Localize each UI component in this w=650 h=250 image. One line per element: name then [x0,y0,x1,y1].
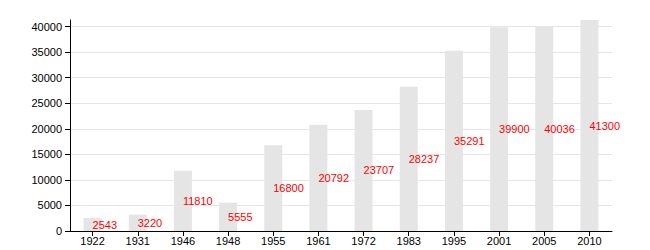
svg-text:39900: 39900 [499,123,530,135]
svg-text:5000: 5000 [38,199,62,211]
svg-text:1931: 1931 [126,235,150,247]
svg-text:40000: 40000 [31,21,62,33]
svg-text:35291: 35291 [454,135,485,147]
svg-text:2010: 2010 [577,235,601,247]
svg-text:2005: 2005 [532,235,556,247]
svg-text:3220: 3220 [138,217,162,229]
svg-text:16800: 16800 [273,182,304,194]
svg-text:5555: 5555 [228,211,252,223]
svg-text:1955: 1955 [261,235,285,247]
svg-text:30000: 30000 [31,72,62,84]
svg-text:1946: 1946 [171,235,195,247]
svg-text:11810: 11810 [183,195,213,207]
svg-text:20792: 20792 [318,172,349,184]
svg-text:2001: 2001 [487,235,511,247]
svg-text:40036: 40036 [544,123,575,135]
svg-text:2543: 2543 [93,219,117,231]
svg-text:1948: 1948 [216,235,240,247]
svg-text:1922: 1922 [80,235,104,247]
svg-text:0: 0 [56,225,62,237]
svg-text:1983: 1983 [397,235,421,247]
svg-text:23707: 23707 [364,164,395,176]
svg-text:20000: 20000 [31,123,62,135]
svg-text:35000: 35000 [31,46,62,58]
svg-text:15000: 15000 [31,148,62,160]
svg-text:1961: 1961 [306,235,330,247]
svg-text:1995: 1995 [442,235,466,247]
svg-text:10000: 10000 [31,174,62,186]
svg-text:28237: 28237 [409,153,440,165]
svg-text:1972: 1972 [351,235,375,247]
svg-text:41300: 41300 [589,120,620,132]
svg-text:25000: 25000 [31,97,62,109]
